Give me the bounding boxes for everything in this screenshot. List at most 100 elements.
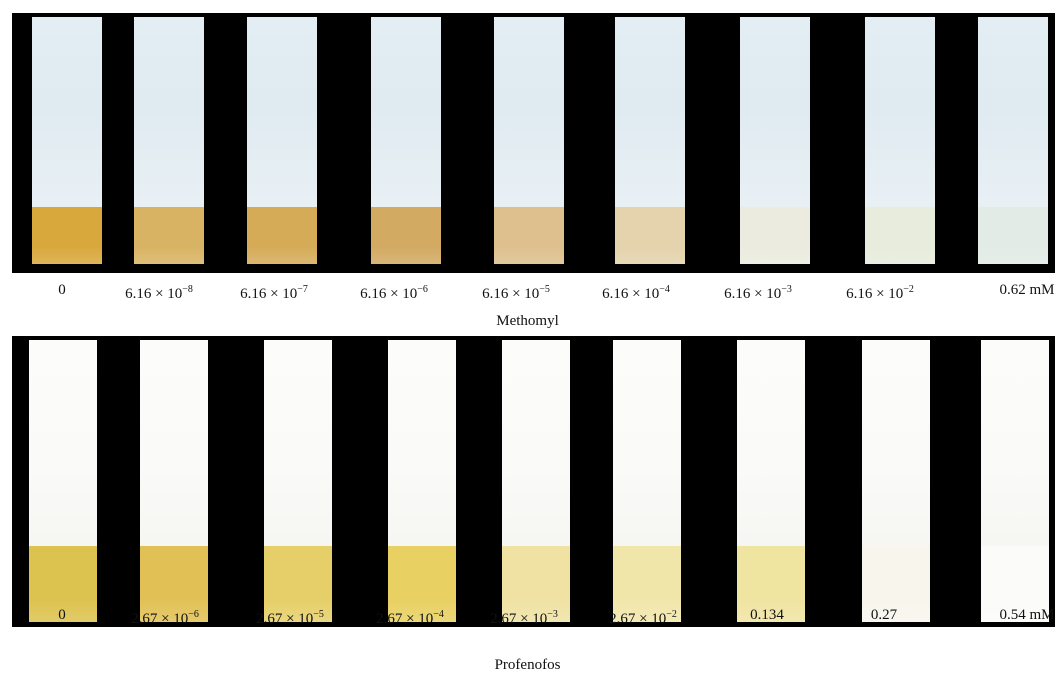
profenofos-test-strip: [737, 340, 805, 622]
methomyl-test-strip: [978, 17, 1048, 264]
profenofos-concentration-label: 2.67 × 10−4: [376, 606, 444, 628]
methomyl-test-strip: [615, 17, 685, 264]
methomyl-concentration-label: 6.16 × 10−5: [482, 281, 550, 303]
strip-upper-zone: [494, 17, 564, 207]
methomyl-test-strip: [865, 17, 935, 264]
strip-upper-zone: [740, 17, 810, 207]
strip-color-zone: [388, 546, 456, 622]
strip-upper-zone: [981, 340, 1049, 546]
profenofos-test-strip: [264, 340, 332, 622]
strip-color-zone: [502, 546, 570, 622]
concentration-mantissa: 0: [58, 607, 66, 623]
profenofos-test-strip: [388, 340, 456, 622]
strip-upper-zone: [388, 340, 456, 546]
concentration-mantissa: 6.16 × 10: [724, 286, 782, 302]
strip-color-zone: [862, 546, 930, 622]
profenofos-label: Profenofos: [494, 657, 561, 673]
profenofos-strip-panel: [12, 336, 1055, 627]
strip-color-zone: [32, 207, 102, 264]
strip-color-zone: [978, 207, 1048, 264]
strip-upper-zone: [615, 17, 685, 207]
concentration-mantissa: 2.67 × 10: [490, 611, 548, 627]
strip-color-zone: [740, 207, 810, 264]
concentration-mantissa: 0.27: [870, 607, 898, 623]
methomyl-concentration-label: 6.16 × 10−6: [360, 281, 428, 303]
methomyl-concentration-label: 6.16 × 10−4: [602, 281, 670, 303]
profenofos-test-strip: [502, 340, 570, 622]
strip-upper-zone: [134, 17, 204, 207]
profenofos-concentration-label: 2.67 × 10−5: [256, 606, 324, 628]
strip-upper-zone: [978, 17, 1048, 207]
profenofos-concentration-label: 0: [58, 606, 66, 624]
concentration-mantissa: 2.67 × 10: [609, 611, 667, 627]
concentration-mantissa: 0.62 mM: [999, 282, 1055, 298]
profenofos-concentration-labels: 0 2.67 × 10−6 2.67 × 10−5 2.67 × 10−4 2.67 ×…: [0, 606, 1055, 628]
strip-upper-zone: [264, 340, 332, 546]
profenofos-concentration-label: 2.67 × 10−3: [490, 606, 558, 628]
profenofos-concentration-label: 0.134: [750, 606, 784, 624]
strip-upper-zone: [862, 340, 930, 546]
profenofos-test-strip: [862, 340, 930, 622]
strip-color-zone: [615, 207, 685, 264]
strip-color-zone: [613, 546, 681, 622]
methomyl-test-strip: [740, 17, 810, 264]
methomyl-concentration-labels: 0 6.16 × 10−8 6.16 × 10−7 6.16 × 10−6 6.16 ×…: [0, 281, 1055, 303]
strip-upper-zone: [502, 340, 570, 546]
profenofos-test-strip: [613, 340, 681, 622]
methomyl-label: Methomyl: [496, 313, 559, 329]
profenofos-concentration-label: 0.27: [871, 606, 897, 624]
methomyl-test-strip: [247, 17, 317, 264]
methomyl-concentration-label: 0.62 mM: [999, 281, 1054, 299]
methomyl-concentration-label: 6.16 × 10−8: [125, 281, 193, 303]
profenofos-concentration-label: 2.67 × 10−6: [131, 606, 199, 628]
concentration-mantissa: 6.16 × 10: [846, 286, 904, 302]
strip-upper-zone: [32, 17, 102, 207]
concentration-mantissa: 0.134: [750, 607, 784, 623]
concentration-mantissa: 0: [58, 282, 66, 298]
concentration-exponent: −2: [666, 609, 677, 620]
concentration-exponent: −2: [903, 284, 914, 295]
strip-color-zone: [865, 207, 935, 264]
concentration-exponent: −8: [182, 284, 193, 295]
methomyl-concentration-label: 6.16 × 10−2: [846, 281, 914, 303]
strip-upper-zone: [613, 340, 681, 546]
concentration-exponent: −6: [417, 284, 428, 295]
methomyl-concentration-label: 0: [58, 281, 66, 299]
strip-upper-zone: [371, 17, 441, 207]
strip-upper-zone: [140, 340, 208, 546]
methomyl-test-strip: [494, 17, 564, 264]
concentration-mantissa: 2.67 × 10: [256, 611, 314, 627]
strip-color-zone: [264, 546, 332, 622]
methomyl-concentration-label: 6.16 × 10−3: [724, 281, 792, 303]
concentration-mantissa: 6.16 × 10: [125, 286, 183, 302]
concentration-exponent: −7: [297, 284, 308, 295]
concentration-exponent: −3: [781, 284, 792, 295]
concentration-exponent: −4: [433, 609, 444, 620]
concentration-exponent: −6: [188, 609, 199, 620]
strip-color-zone: [494, 207, 564, 264]
methomyl-strip-panel: [12, 13, 1055, 273]
strip-color-zone: [371, 207, 441, 264]
concentration-mantissa: 6.16 × 10: [482, 286, 540, 302]
methomyl-concentration-label: 6.16 × 10−7: [240, 281, 308, 303]
strip-color-zone: [134, 207, 204, 264]
strip-upper-zone: [865, 17, 935, 207]
profenofos-concentration-label: 2.67 × 10−2: [609, 606, 677, 628]
concentration-mantissa: 6.16 × 10: [360, 286, 418, 302]
strip-color-zone: [737, 546, 805, 622]
concentration-mantissa: 2.67 × 10: [131, 611, 189, 627]
strip-color-zone: [29, 546, 97, 622]
strip-color-zone: [247, 207, 317, 264]
strip-upper-zone: [29, 340, 97, 546]
methomyl-test-strip: [134, 17, 204, 264]
concentration-mantissa: 2.67 × 10: [376, 611, 434, 627]
concentration-exponent: −5: [539, 284, 550, 295]
concentration-mantissa: 0.54 mM: [999, 607, 1055, 623]
profenofos-concentration-label: 0.54 mM: [999, 606, 1054, 624]
strip-upper-zone: [737, 340, 805, 546]
profenofos-test-strip: [29, 340, 97, 622]
profenofos-test-strip: [981, 340, 1049, 622]
concentration-exponent: −4: [659, 284, 670, 295]
concentration-exponent: −3: [547, 609, 558, 620]
methomyl-test-strip: [32, 17, 102, 264]
